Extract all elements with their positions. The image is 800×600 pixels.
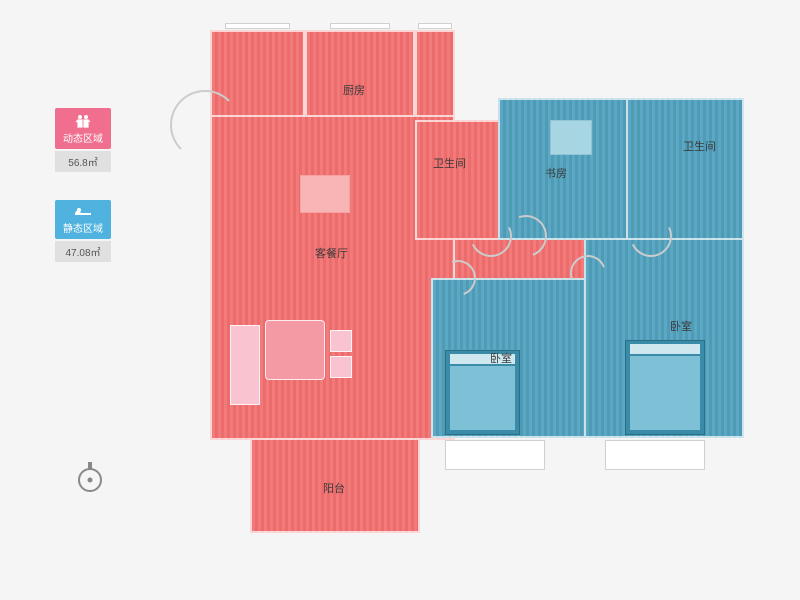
sleep-icon: [73, 206, 93, 218]
window-top-3: [418, 23, 452, 29]
bed-sheet: [630, 356, 700, 430]
window-top-2: [330, 23, 390, 29]
bed-bedroom1: [445, 350, 520, 435]
floor-plan: 厨房 客餐厅 卫生间 阳台 书房 卫生间 卧室 卧室: [175, 20, 760, 575]
room-hall-top: [415, 30, 455, 120]
armchair-2: [330, 356, 352, 378]
bed-pillow: [450, 354, 515, 364]
dining-table: [300, 175, 350, 213]
legend-value-static: 47.08㎡: [55, 241, 111, 262]
armchair-1: [330, 330, 352, 352]
people-icon: [73, 114, 93, 128]
legend-item-dynamic: 动态区域 56.8㎡: [55, 108, 111, 172]
bed-bedroom2: [625, 340, 705, 435]
compass-icon: [75, 460, 105, 490]
window-slab-1: [445, 440, 545, 470]
study-desk: [550, 120, 592, 155]
bed-sheet: [450, 366, 515, 430]
legend-badge-dynamic: 动态区域: [55, 108, 111, 149]
legend-label-dynamic: 动态区域: [63, 130, 103, 145]
legend-item-static: 静态区域 47.08㎡: [55, 200, 111, 262]
bed-pillow: [630, 344, 700, 354]
window-slab-2: [605, 440, 705, 470]
legend-badge-static: 静态区域: [55, 200, 111, 239]
door-arc-entry: [170, 90, 240, 160]
window-top-1: [225, 23, 290, 29]
room-balcony: [250, 438, 420, 533]
legend-value-dynamic: 56.8㎡: [55, 151, 111, 172]
legend-label-static: 静态区域: [63, 220, 103, 235]
legend: 动态区域 56.8㎡ 静态区域 47.08㎡: [55, 108, 111, 290]
room-kitchen: [305, 30, 415, 120]
rug: [265, 320, 325, 380]
sofa: [230, 325, 260, 405]
